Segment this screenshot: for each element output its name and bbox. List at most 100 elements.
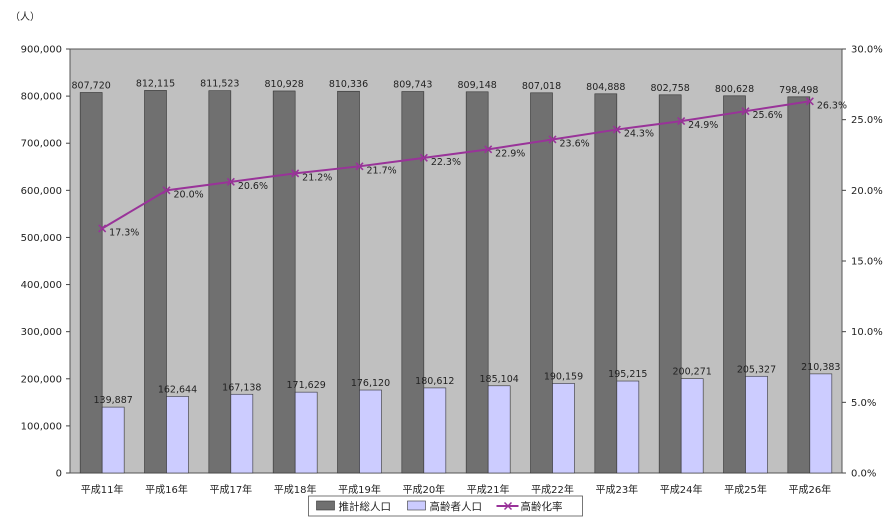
bar-elderly-population — [680, 378, 704, 474]
line-point — [419, 153, 428, 162]
x-tick-label: 平成22年 — [531, 483, 574, 496]
y-tick-label: 600,000 — [21, 186, 62, 197]
line-data-label: 22.9% — [495, 148, 525, 159]
y-tick-label: 200,000 — [21, 374, 62, 385]
bar-elderly-population — [166, 396, 189, 474]
bar-data-label: 176,120 — [351, 378, 390, 389]
bar-total-population — [723, 95, 746, 474]
line-point — [548, 135, 557, 144]
line-aging-rate — [101, 100, 810, 230]
line-data-label: 24.3% — [624, 129, 654, 140]
y-tick-label: 0 — [56, 469, 62, 480]
x-tick-label: 平成20年 — [402, 483, 445, 496]
bar-total-population — [530, 92, 553, 474]
bar-data-label: 802,758 — [651, 83, 690, 94]
bar-data-label: 810,336 — [329, 79, 368, 90]
y-tick-label: 400,000 — [21, 280, 62, 291]
legend-item: 高齢者人口 — [407, 500, 483, 513]
bar-total-population — [337, 90, 360, 474]
line-point — [226, 177, 235, 186]
bar-data-label: 190,159 — [544, 371, 583, 382]
line-point — [677, 117, 686, 126]
bar-data-label: 800,628 — [715, 84, 754, 95]
legend-item: 高齢化率 — [496, 500, 563, 513]
y-tick-label: 800,000 — [21, 92, 62, 103]
bar-total-population — [208, 90, 232, 474]
bar-data-label: 139,887 — [94, 395, 133, 406]
bar-data-label: 807,018 — [522, 81, 561, 92]
bar-data-label: 195,215 — [608, 369, 647, 380]
y2-tick-label: 5.0% — [851, 398, 876, 409]
y2-tick-label: 10.0% — [851, 327, 883, 338]
line-data-label: 20.0% — [174, 189, 204, 200]
line-data-label: 23.6% — [560, 138, 590, 149]
bar-data-label: 804,888 — [586, 82, 625, 93]
legend-label: 高齢者人口 — [430, 500, 483, 513]
legend-label: 推計総人口 — [339, 500, 392, 513]
line-data-label: 21.2% — [302, 172, 332, 183]
point-marker — [484, 145, 493, 154]
bar-elderly-population — [423, 387, 447, 474]
bar-total-population — [465, 91, 489, 474]
point-marker — [548, 135, 557, 144]
point-marker — [162, 186, 171, 195]
line-data-label: 20.6% — [238, 181, 268, 192]
point-marker — [612, 125, 621, 134]
line-point — [355, 162, 364, 171]
line-data-label: 21.7% — [367, 165, 397, 176]
x-tick-label: 平成23年 — [595, 483, 638, 496]
legend-item: 推計総人口 — [316, 500, 392, 513]
legend-swatch — [407, 500, 426, 511]
bar-data-label: 798,498 — [779, 85, 818, 96]
bar-total-population — [79, 92, 103, 474]
bar-elderly-population — [359, 389, 382, 474]
x-tick-label: 平成18年 — [274, 483, 317, 496]
y-tick-label: 100,000 — [21, 421, 62, 432]
plot-background — [69, 48, 843, 474]
line-data-label: 26.3% — [817, 100, 847, 111]
bar-data-label: 171,629 — [287, 380, 326, 391]
x-tick-label: 平成16年 — [145, 483, 188, 496]
line-point — [162, 186, 171, 195]
bar-data-label: 811,523 — [200, 79, 239, 90]
x-tick-label: 平成21年 — [467, 483, 510, 496]
point-marker — [741, 107, 750, 116]
line-data-label: 25.6% — [753, 110, 783, 121]
bar-total-population — [144, 90, 167, 474]
bar-total-population — [787, 96, 811, 474]
y-tick-label: 300,000 — [21, 327, 62, 338]
line-point — [741, 107, 750, 116]
x-tick-label: 平成24年 — [660, 483, 703, 496]
bar-data-label: 809,148 — [458, 80, 497, 91]
y-axis-unit-label: （人） — [10, 11, 40, 23]
bar-total-population — [594, 93, 618, 474]
bar-data-label: 200,271 — [673, 367, 712, 378]
bar-data-label: 809,743 — [393, 80, 432, 91]
line-data-label: 22.3% — [431, 157, 461, 168]
y-tick-label: 900,000 — [21, 45, 62, 56]
line-data-label: 24.9% — [688, 120, 718, 131]
point-marker — [226, 177, 235, 186]
point-marker — [419, 153, 428, 162]
legend-swatch-marker — [503, 501, 513, 511]
bar-data-label: 167,138 — [222, 382, 261, 393]
legend: 推計総人口 高齢者人口 高齢化率 — [308, 495, 583, 517]
bar-data-label: 812,115 — [136, 78, 175, 89]
x-tick-label: 平成17年 — [209, 483, 252, 496]
bar-elderly-population — [745, 375, 768, 474]
line-point — [98, 224, 107, 233]
x-tick-label: 平成11年 — [81, 483, 124, 496]
bar-data-label: 810,928 — [265, 79, 304, 90]
bar-data-label: 162,644 — [158, 384, 197, 395]
bar-elderly-population — [616, 380, 640, 474]
y2-tick-label: 30.0% — [851, 45, 883, 56]
bar-total-population — [401, 91, 425, 474]
line-point — [484, 145, 493, 154]
y-tick-label: 700,000 — [21, 139, 62, 150]
legend-box — [308, 495, 583, 517]
point-marker — [355, 162, 364, 171]
x-tick-label: 平成25年 — [724, 483, 767, 496]
bar-data-label: 205,327 — [737, 364, 776, 375]
